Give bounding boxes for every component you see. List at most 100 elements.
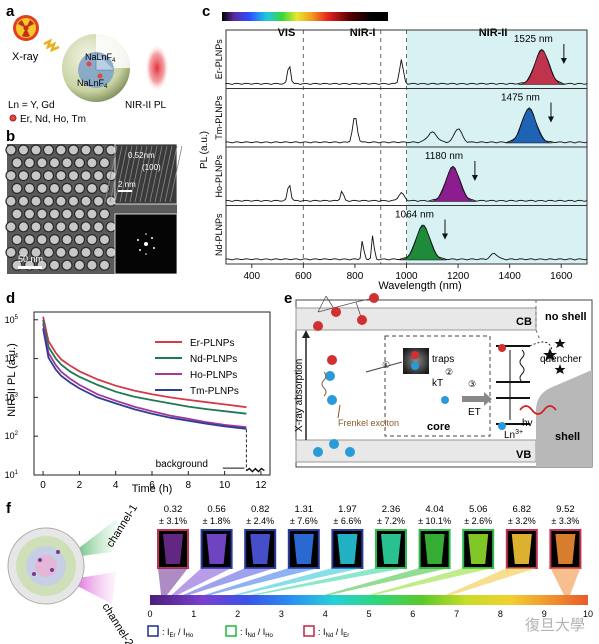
mapping-band	[250, 568, 406, 595]
step3-label: ③	[468, 379, 476, 389]
panel-label-e: e	[284, 290, 293, 307]
panel-b: 0.52nm (100) 2 nm 50 nm	[5, 143, 183, 275]
colorbar-tick: 8	[498, 609, 503, 619]
d-xtick: 8	[186, 480, 192, 491]
et-label: ET	[468, 407, 481, 418]
d-xtick: 0	[40, 480, 46, 491]
d-xtick: 2	[77, 480, 83, 491]
tem-particles	[5, 144, 117, 271]
ratio-error: ± 2.4%	[246, 516, 274, 526]
c-xtick: 600	[295, 271, 312, 282]
et-arrow	[462, 392, 492, 406]
kt-label: kT	[432, 378, 443, 389]
plane-label: (100)	[142, 163, 161, 172]
decay-curve	[42, 319, 247, 415]
legend-label: Er-PLNPs	[190, 338, 234, 349]
mapping-band	[204, 568, 319, 595]
emission-peak	[518, 50, 566, 85]
legend-box	[303, 625, 315, 637]
panel-c: VIS NIR-I NIR-II Er-PLNPs 1525 nm Tm-PLNPs 147…	[199, 12, 588, 292]
emission-peak	[429, 167, 477, 202]
lattice-fringes	[104, 145, 183, 203]
row-label: Ho-PLNPs	[214, 154, 224, 197]
hv-label: hv	[522, 418, 533, 429]
colorbar-tick: 10	[583, 609, 593, 619]
mapping-band	[323, 568, 450, 595]
legend-text: : INd / IHo	[240, 627, 274, 639]
nir-glow-icon	[145, 44, 169, 92]
mapping-band	[445, 568, 537, 595]
d-ytick: 103	[5, 392, 19, 402]
emission-peak	[505, 108, 553, 144]
colorbar-tick: 9	[542, 609, 547, 619]
ln-line: Ln = Y, Gd	[8, 100, 55, 111]
dopant-dot-icon	[9, 114, 17, 122]
main-scale-label: 50 nm	[18, 254, 43, 264]
peak-label: 1180 nm	[425, 151, 463, 162]
colorbar-tick: 0	[147, 609, 152, 619]
core-dashed-box	[384, 335, 491, 437]
core-label-top: NaLnF4	[85, 52, 116, 64]
colorbar-tick: 4	[323, 609, 328, 619]
nir-label: NIR-II PL	[125, 100, 167, 111]
ratio-value: 0.82	[251, 504, 270, 515]
d-ylabel: NIR-II PL (a.u.)	[6, 343, 18, 417]
ratio-value: 6.82	[513, 504, 532, 515]
ratio-value: 4.04	[425, 504, 444, 515]
d-ytick: 102	[5, 431, 19, 441]
frenkel-label: Frenkel exciton	[338, 418, 399, 428]
ratio-error: ± 6.6%	[333, 516, 361, 526]
ratio-error: ± 3.3%	[551, 516, 579, 526]
panel-label-a: a	[6, 3, 15, 20]
ratio-error: ± 7.2%	[377, 516, 405, 526]
xray-arrow-icon	[43, 38, 60, 53]
visible-spectrum-bar	[222, 12, 372, 21]
d-spacing-label: 0.52nm	[128, 151, 155, 160]
cb-label: CB	[516, 316, 532, 328]
core-label: core	[427, 421, 450, 433]
spectrum-curve	[225, 48, 588, 85]
step1-label: ①	[382, 360, 390, 370]
ratio-value: 0.56	[207, 504, 226, 515]
ratio-value: 0.32	[164, 504, 183, 515]
c-xtick: 1200	[447, 271, 470, 282]
electrons	[313, 293, 379, 365]
nir2-label: NIR-II	[479, 27, 508, 39]
legend-text: : INd / IEr	[318, 627, 349, 639]
d-ytick: 105	[5, 315, 19, 325]
row-label: Nd-PLNPs	[214, 213, 224, 256]
panel-e: CB VB no shell shell core X-ray absorpti…	[294, 293, 593, 468]
ratio-value: 1.31	[295, 504, 314, 515]
panel-label-c: c	[202, 3, 211, 20]
colorbar-tick: 2	[235, 609, 240, 619]
d-ytick: 101	[5, 470, 19, 480]
emission-wave	[519, 405, 557, 415]
c-xlabel: Wavelength (nm)	[378, 280, 461, 292]
colorbar-tick: 7	[454, 609, 459, 619]
ln3-label: Ln3+	[504, 429, 523, 441]
d-xtick: 6	[149, 480, 155, 491]
ratio-error: ± 3.1%	[159, 516, 187, 526]
f-dopant-dots	[32, 550, 60, 576]
xray-label: X-ray	[12, 51, 39, 63]
panel-label-d: d	[6, 290, 16, 307]
colorbar	[150, 595, 588, 605]
mapping-band	[158, 568, 188, 595]
legend-text: : IEr / IHo	[162, 627, 194, 639]
panel-f: channel-1 channel-2 0.32± 3.1%0.56± 1.8%…	[7, 502, 593, 644]
ratio-value: 2.36	[382, 504, 401, 515]
colorbar-tick: 1	[191, 609, 196, 619]
nir1-label: NIR-I	[350, 27, 376, 39]
vis-label: VIS	[278, 27, 296, 39]
d-xtick: 4	[113, 480, 119, 491]
legend-label: Tm-PLNPs	[190, 386, 239, 397]
panel-label-f: f	[6, 500, 11, 517]
c-xtick: 1400	[499, 271, 522, 282]
inset-scale-label: 2 nm	[118, 180, 136, 189]
d-ytick: 104	[5, 354, 19, 364]
quencher-icon	[543, 338, 566, 374]
ratio-error: ± 7.6%	[290, 516, 318, 526]
shell-region	[536, 370, 592, 467]
d-xlabel: Time (h)	[132, 483, 173, 495]
